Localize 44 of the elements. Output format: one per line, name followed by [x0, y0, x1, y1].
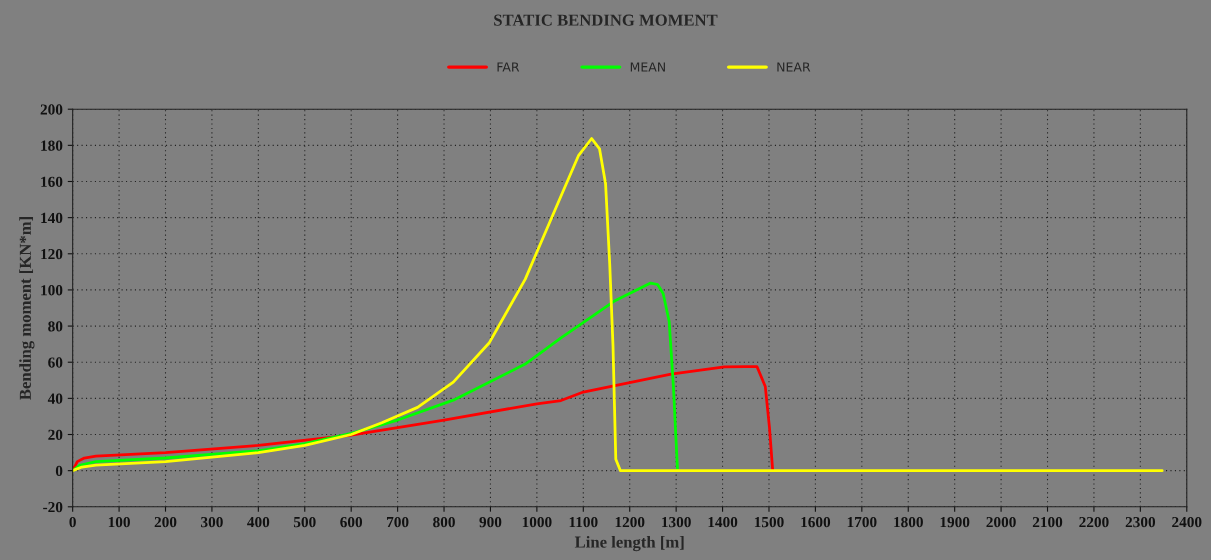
x-tick-label: 1300: [662, 516, 691, 528]
legend-label: MEAN: [630, 62, 665, 72]
x-tick-label: 500: [293, 516, 316, 528]
x-tick-label: 700: [387, 516, 409, 528]
y-tick-label: 100: [41, 285, 63, 296]
x-tick-label: 2300: [1125, 516, 1156, 528]
y-tick-label: 180: [41, 140, 63, 151]
y-tick-label: 20: [48, 429, 63, 440]
y-tick-label: 80: [48, 321, 63, 332]
x-tick-label: 1200: [615, 516, 645, 528]
x-tick-label: 100: [108, 516, 130, 528]
x-tick-label: 1000: [522, 516, 552, 528]
x-tick-label: 2200: [1079, 516, 1109, 528]
x-tick-label: 1700: [847, 516, 877, 528]
y-tick-label: 40: [47, 393, 63, 404]
x-tick-label: 1800: [894, 516, 923, 528]
x-tick-label: 200: [154, 516, 177, 528]
x-tick-label: 800: [433, 516, 455, 528]
y-tick-label: 200: [40, 104, 63, 115]
x-tick-label: 2000: [986, 516, 1016, 528]
x-axis-title: Line length [m]: [574, 535, 684, 552]
x-tick-label: 1600: [801, 516, 831, 528]
y-tick-label: 0: [55, 465, 63, 477]
y-tick-label: -20: [43, 501, 63, 513]
y-tick-label: 140: [41, 212, 63, 224]
y-tick-label: 60: [48, 357, 63, 368]
x-tick-label: 2400: [1172, 516, 1202, 528]
y-tick-label: 120: [41, 248, 63, 260]
x-tick-label: 400: [247, 516, 270, 528]
x-tick-label: 1100: [569, 516, 598, 528]
legend-label: NEAR: [777, 62, 811, 72]
x-tick-label: 2100: [1032, 516, 1063, 528]
x-tick-label: 600: [340, 516, 363, 528]
chart-title: STATIC BENDING MOMENT: [494, 14, 718, 26]
x-tick-label: 900: [479, 516, 502, 528]
x-tick-label: 1900: [940, 516, 970, 528]
y-axis-title: Bending moment [KN*m]: [19, 217, 35, 400]
y-tick-label: 160: [41, 176, 63, 187]
x-tick-label: 300: [201, 516, 223, 528]
line-series: [72, 137, 1164, 473]
x-tick-label: 0: [69, 516, 76, 528]
legend-label: FAR: [497, 62, 520, 72]
x-tick-label: 1400: [708, 516, 738, 528]
x-tick-label: 1500: [754, 516, 784, 528]
